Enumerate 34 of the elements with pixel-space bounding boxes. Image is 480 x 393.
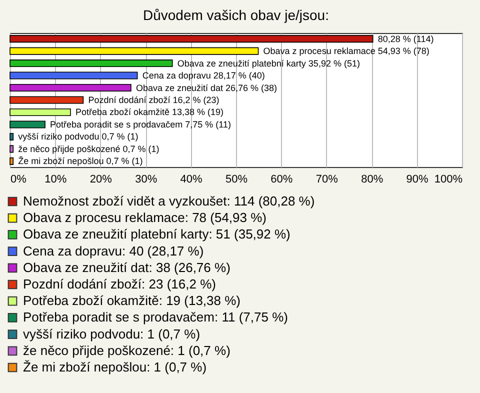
legend-label: Nemožnost zboží vidět a vyzkoušet: 114 (80,28 %)	[23, 194, 315, 208]
x-tick-label: 20%	[90, 174, 112, 186]
x-tick-label: 10%	[44, 174, 67, 186]
legend-label: Cena za dopravu: 40 (28,17 %)	[23, 243, 204, 258]
x-tick-label: 50%	[225, 174, 248, 186]
legend-label: Že mi zboží nepošlou: 1 (0,7 %)	[23, 360, 207, 374]
legend-label: vyšší riziko podvodu: 1 (0,7 %)	[23, 326, 200, 342]
data-label: Obava ze zneužití platební karty 35,92 % (51)	[177, 58, 360, 68]
x-tick-label: 90%	[406, 174, 429, 186]
chart-title: Důvodem vašich obav je/jsou:	[143, 7, 329, 23]
data-label: Obava z procesu reklamace 54,93 % (78)	[263, 46, 430, 56]
legend-label: Obava ze zneužití dat: 38 (26,76 %)	[23, 260, 230, 275]
x-tick-label: 0%	[10, 174, 27, 186]
legend-label: Pozdní dodání zboží: 23 (16,2 %)	[23, 276, 216, 292]
data-label: Potřeba poradit se s prodavačem 7,75 % (11)	[50, 119, 231, 130]
legend-label: Potřeba poradit se s prodavačem: 11 (7,75 %)	[23, 310, 288, 325]
legend-label: že něco přijde poškozené: 1 (0,7 %)	[23, 342, 230, 358]
legend-label: Potřeba zboží okamžitě: 19 (13,38 %)	[23, 293, 241, 308]
data-label: vyšší riziko podvodu 0,7 % (1)	[18, 132, 138, 142]
x-tick-label: 70%	[316, 174, 338, 186]
x-tick-label: 30%	[135, 174, 158, 186]
data-label: Potřeba zboží okamžitě 13,38 % (19)	[75, 107, 224, 118]
x-tick-label: 80%	[361, 174, 384, 186]
legend-label: Obava z procesu reklamace: 78 (54,93 %)	[23, 210, 267, 226]
data-label: že něco přijde poškozené 0,7 % (1)	[18, 144, 160, 154]
x-tick-label: 60%	[270, 174, 293, 186]
data-label: Obava ze zneužití dat 26,76 % (38)	[136, 82, 278, 93]
x-tick-label: 40%	[180, 174, 203, 186]
data-label: Cena za dopravu 28,17 % (40)	[142, 70, 265, 81]
data-label: Že mi zboží nepošlou 0,7 % (1)	[18, 156, 143, 166]
data-label: Pozdní dodání zboží 16,2 % (23)	[88, 95, 220, 105]
legend-label: Obava ze zneužití platební karty: 51 (35,92 %)	[23, 226, 290, 242]
x-tick-label: 100%	[434, 174, 463, 186]
data-label: 80,28 % (114)	[378, 34, 434, 44]
